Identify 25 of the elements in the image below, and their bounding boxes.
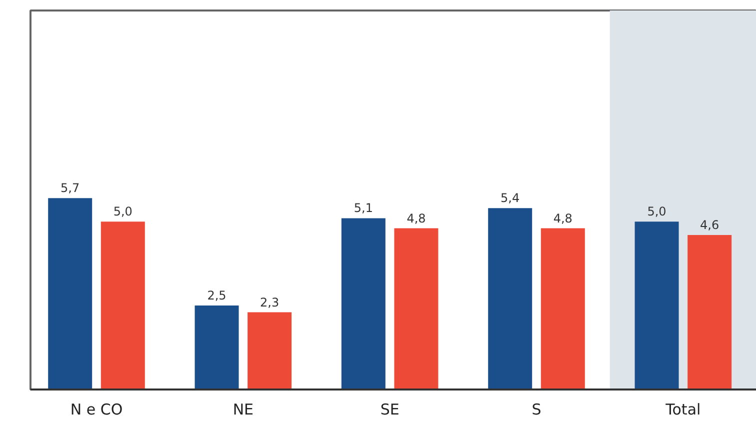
x-tick-label: N e CO (70, 400, 123, 418)
bar (194, 306, 239, 390)
bar (341, 218, 386, 390)
bar (488, 208, 532, 390)
data-label: 2,5 (207, 288, 226, 303)
data-label: 4,6 (700, 218, 720, 232)
data-label: 5,7 (60, 181, 80, 196)
data-label: 4,8 (406, 211, 426, 226)
data-label: 5,0 (647, 204, 666, 219)
data-label: 5,0 (113, 204, 132, 219)
x-tick-label: SE (380, 400, 400, 418)
bar (540, 228, 585, 390)
x-tick-label: S (532, 400, 542, 418)
data-label: 5,1 (354, 201, 373, 216)
bar (394, 228, 438, 390)
bar (634, 222, 679, 390)
data-label: 5,4 (500, 191, 520, 206)
x-tick-label: NE (232, 400, 254, 418)
bar (248, 312, 292, 390)
bar (48, 198, 92, 390)
bar (688, 235, 732, 390)
bar (100, 222, 145, 390)
data-label: 4,8 (553, 211, 572, 226)
x-tick-label: Total (664, 400, 701, 418)
data-label: 2,3 (260, 295, 280, 310)
